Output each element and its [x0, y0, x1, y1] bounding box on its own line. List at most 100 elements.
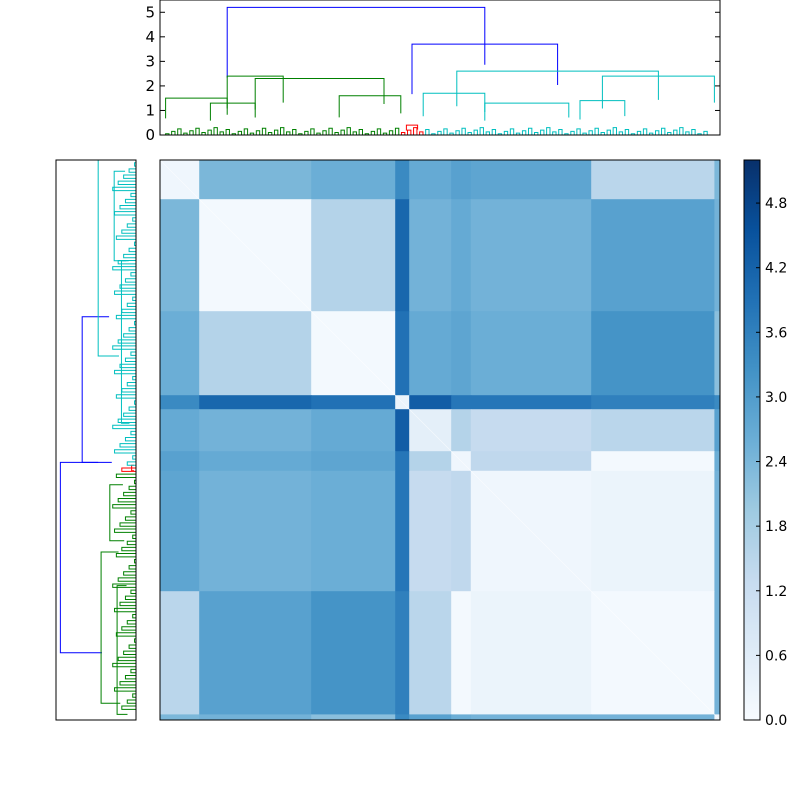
left-dendrogram-leaf-link	[112, 424, 136, 430]
colorbar-tick-label: 3.6	[765, 325, 787, 341]
left-dendrogram-frame	[55, 159, 137, 721]
colorbar-tick-label: 0.0	[765, 713, 787, 729]
left-dendrogram-leaf-link	[114, 449, 136, 454]
left-dendrogram-leaf-link	[117, 577, 136, 582]
top-dendrogram-link	[579, 100, 626, 120]
left-dendrogram-leaf-link	[132, 693, 136, 698]
top-dendrogram-leaf-link	[679, 127, 684, 135]
left-dendrogram-leaf-link	[123, 174, 136, 179]
colorbar-frame	[743, 159, 761, 721]
heatmap-cells	[159, 159, 721, 721]
left-dendrogram-leaf-link	[130, 510, 136, 515]
heatmap-cell	[199, 470, 312, 592]
top-dendrogram-leaf-link	[364, 133, 370, 135]
left-dendrogram-leaf-link	[134, 321, 136, 326]
top-dendrogram-leaf-link	[534, 132, 539, 135]
left-dendrogram-leaf-link	[132, 217, 136, 222]
left-dendrogram-leaf-link	[119, 681, 136, 686]
heatmap-cell	[714, 470, 721, 592]
heatmap-cell	[311, 451, 396, 472]
top-dendrogram-leaf-link	[521, 130, 527, 135]
top-dendrogram-leaf-link	[546, 127, 551, 135]
left-dendrogram-leaf-link	[128, 485, 136, 491]
top-dendrogram-leaf-link	[503, 130, 509, 135]
left-dendrogram-leaf-link	[119, 601, 136, 607]
heatmap-diagonal	[159, 159, 721, 721]
colorbar-ticks: 0.0 0.6 1.2 1.8 2.4 3.0 3.6 4.2 4.8	[756, 196, 787, 729]
left-dendrogram-leaf-link	[134, 559, 136, 564]
top-dendrogram-leaf-link	[231, 133, 236, 135]
top-dendrogram-leaf-link	[479, 127, 484, 135]
left-dendrogram-leaf-link	[132, 375, 136, 381]
left-dendrogram-leaf-link	[123, 650, 136, 655]
top-dendrogram-leaf-link	[540, 129, 545, 135]
top-dendrogram-y-axis: 0 1 2 3 4 5	[145, 3, 720, 144]
top-dendrogram-leaf-link	[322, 130, 327, 135]
heatmap-cell	[199, 409, 312, 452]
left-dendrogram-link	[81, 316, 112, 463]
left-dendrogram-leaf-link	[124, 675, 136, 680]
top-dendrogram-leaf-link	[582, 132, 587, 135]
top-dendrogram-leaf-link	[419, 131, 424, 135]
top-dendrogram-link	[601, 75, 715, 109]
left-dendrogram-leaf-link	[134, 479, 136, 485]
heatmap-cell	[199, 451, 312, 472]
top-dendrogram-leaf-link	[630, 133, 636, 135]
heatmap-cell	[591, 714, 715, 721]
left-dendrogram-leaf-link	[126, 223, 136, 228]
top-dendrogram-leaf-link	[407, 129, 412, 135]
colorbar-tick-label: 1.8	[765, 519, 787, 535]
top-dendrogram-leaf-link	[703, 130, 708, 135]
heatmap-cell	[395, 714, 410, 721]
left-dendrogram-leaf-link	[134, 162, 136, 167]
heatmap-cell	[591, 160, 715, 200]
left-dendrogram-leaf-link	[126, 302, 136, 308]
top-dendrogram-leaf-link	[485, 131, 491, 135]
top-dendrogram-ytick-label: 1	[145, 101, 155, 119]
top-dendrogram-leaf-link	[292, 128, 297, 135]
top-dendrogram-link	[226, 75, 284, 109]
left-dendrogram-leaf-link	[134, 241, 136, 247]
heatmap-cell	[470, 160, 592, 200]
top-dendrogram-ytick-label: 2	[145, 77, 155, 95]
left-dendrogram-link	[116, 585, 128, 715]
top-dendrogram-leaf-link	[437, 130, 442, 135]
left-dendrogram-leaf-link	[130, 272, 136, 277]
heatmap-cell	[714, 591, 721, 715]
left-dendrogram-leaf-link	[126, 540, 136, 546]
colorbar-tick-label: 1.2	[765, 584, 787, 600]
top-dendrogram-leaf-link	[413, 127, 418, 135]
left-dendrogram-leaf-link	[121, 308, 136, 314]
top-dendrogram-leaf-link	[310, 128, 315, 135]
heatmap-cell	[409, 311, 452, 396]
top-dendrogram-leaf-link	[594, 127, 599, 135]
heatmap-cell	[311, 395, 396, 410]
left-dendrogram-leaf-link	[130, 192, 136, 198]
left-dendrogram-leaf-link	[115, 235, 136, 240]
top-dendrogram-leaf-link	[473, 129, 478, 135]
heatmap-cell	[409, 199, 452, 312]
heatmap-cell	[451, 395, 472, 410]
top-dendrogram-leaf-link	[570, 130, 575, 135]
left-dendrogram-leaf-link	[114, 290, 136, 295]
top-dendrogram-leaf-link	[612, 127, 618, 135]
left-dendrogram-leaf-link	[124, 357, 136, 362]
top-dendrogram-leaf-link	[273, 129, 279, 135]
top-dendrogram-leaf-link	[654, 130, 660, 135]
heatmap-cell	[160, 451, 200, 472]
heatmap-cell	[409, 470, 452, 592]
left-dendrogram-leaf-link	[128, 565, 136, 570]
heatmap-cell	[395, 311, 410, 396]
top-dendrogram-leaf-link	[648, 132, 654, 135]
left-dendrogram-link	[109, 484, 125, 542]
heatmap-cell	[591, 311, 715, 396]
top-dendrogram-leaf-link	[576, 128, 581, 135]
top-dendrogram-leaf-link	[334, 132, 339, 135]
heatmap-cell	[451, 160, 472, 200]
heatmap-cell	[160, 591, 200, 715]
left-dendrogram-leaf-link	[128, 327, 136, 332]
left-dendrogram-leaf-link	[117, 180, 136, 185]
left-dendrogram-leaf-link	[124, 595, 136, 601]
left-dendrogram-leaf-link	[123, 333, 136, 338]
